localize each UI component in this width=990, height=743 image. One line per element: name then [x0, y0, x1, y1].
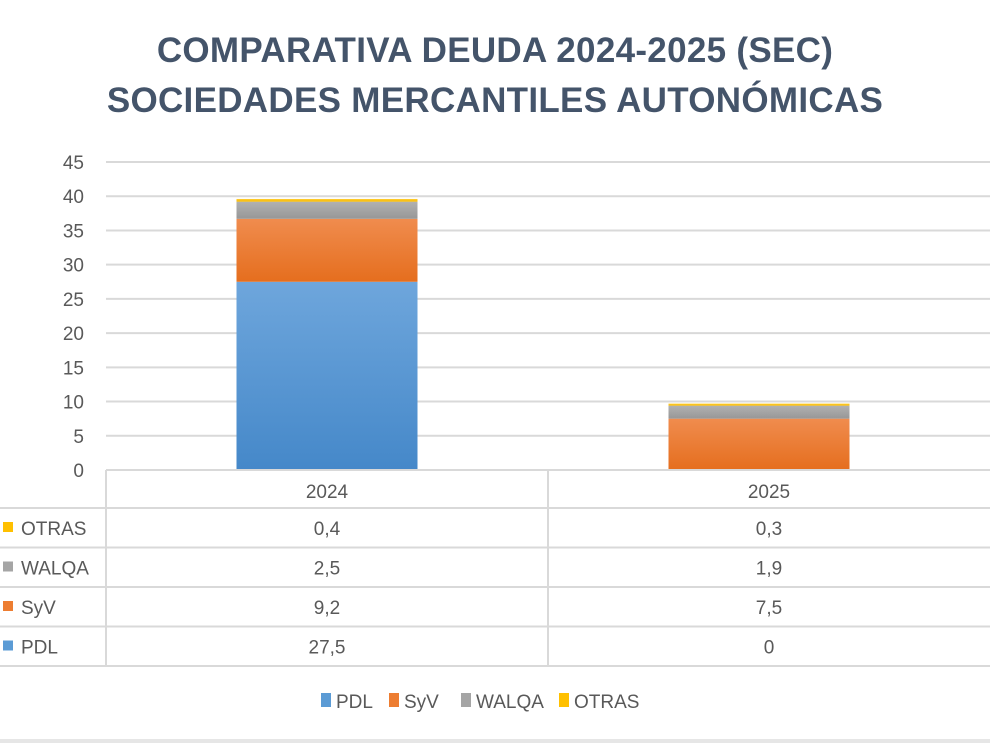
table-cell: 7,5: [756, 598, 782, 619]
legend-label-pdl: PDL: [336, 692, 373, 713]
table-cell: 0,4: [314, 519, 341, 540]
legend-marker-syv: [389, 693, 399, 707]
y-tick-label: 25: [63, 290, 84, 311]
chart-title-line1: COMPARATIVA DEUDA 2024-2025 (SEC): [156, 31, 834, 70]
legend-label-otras: OTRAS: [574, 692, 639, 713]
y-tick-label: 20: [63, 324, 84, 345]
table-cell: 1,9: [756, 559, 782, 580]
y-axis: 0 5 10 15 20 25 30 35 40 45: [63, 153, 84, 482]
table-cell: 2,5: [314, 559, 340, 580]
legend-key-syv: [3, 601, 13, 611]
table-row-label: SyV: [21, 598, 56, 619]
table-cell: 0: [764, 638, 775, 659]
table-header-2024: 2024: [306, 482, 349, 503]
bar-segment-otras-2024: [236, 198, 418, 202]
table-cell: 9,2: [314, 598, 340, 619]
bar-segment-walqa-2024: [236, 201, 418, 219]
bar-segment-otras-2025: [668, 403, 850, 406]
y-tick-label: 30: [63, 256, 84, 277]
y-tick-label: 10: [63, 393, 84, 414]
y-tick-label: 35: [63, 221, 84, 242]
table-header-2025: 2025: [748, 482, 790, 503]
table-row-label: WALQA: [21, 559, 89, 580]
data-table: 2024 2025 OTRAS 0,4 0,3 WALQA 2,5 1,9 SyV 9,2 7,5 P…: [0, 469, 990, 667]
legend-key-pdl: [3, 640, 13, 651]
legend-marker-pdl: [321, 693, 331, 707]
table-cell: 27,5: [309, 638, 346, 659]
bar-segment-syv-2024: [236, 218, 418, 282]
legend: PDL SyV WALQA OTRAS: [321, 692, 639, 713]
bar-segment-walqa-2025: [668, 405, 850, 419]
legend-label-walqa: WALQA: [476, 692, 544, 713]
table-cell: 0,3: [756, 519, 782, 540]
bottom-border: [0, 739, 990, 743]
y-tick-label: 15: [63, 358, 84, 379]
y-tick-label: 40: [63, 187, 84, 208]
legend-marker-walqa: [461, 693, 471, 707]
legend-key-walqa: [3, 561, 13, 572]
y-tick-label: 45: [63, 153, 84, 174]
legend-key-otras: [3, 522, 13, 532]
y-tick-label: 5: [73, 427, 84, 448]
legend-label-syv: SyV: [404, 692, 439, 713]
legend-marker-otras: [559, 693, 569, 707]
table-row-label: PDL: [21, 638, 58, 659]
bar-segment-pdl-2024: [236, 281, 418, 470]
y-tick-label: 0: [73, 461, 84, 482]
chart-subtitle: SOCIEDADES MERCANTILES AUTONÓMICAS: [106, 81, 884, 120]
table-row-label: OTRAS: [21, 519, 86, 540]
chart-title: COMPARATIVA DEUDA 2024-2025 (SEC) SOCIED…: [0, 26, 990, 126]
bars: [236, 198, 850, 470]
bar-segment-syv-2025: [668, 418, 850, 470]
